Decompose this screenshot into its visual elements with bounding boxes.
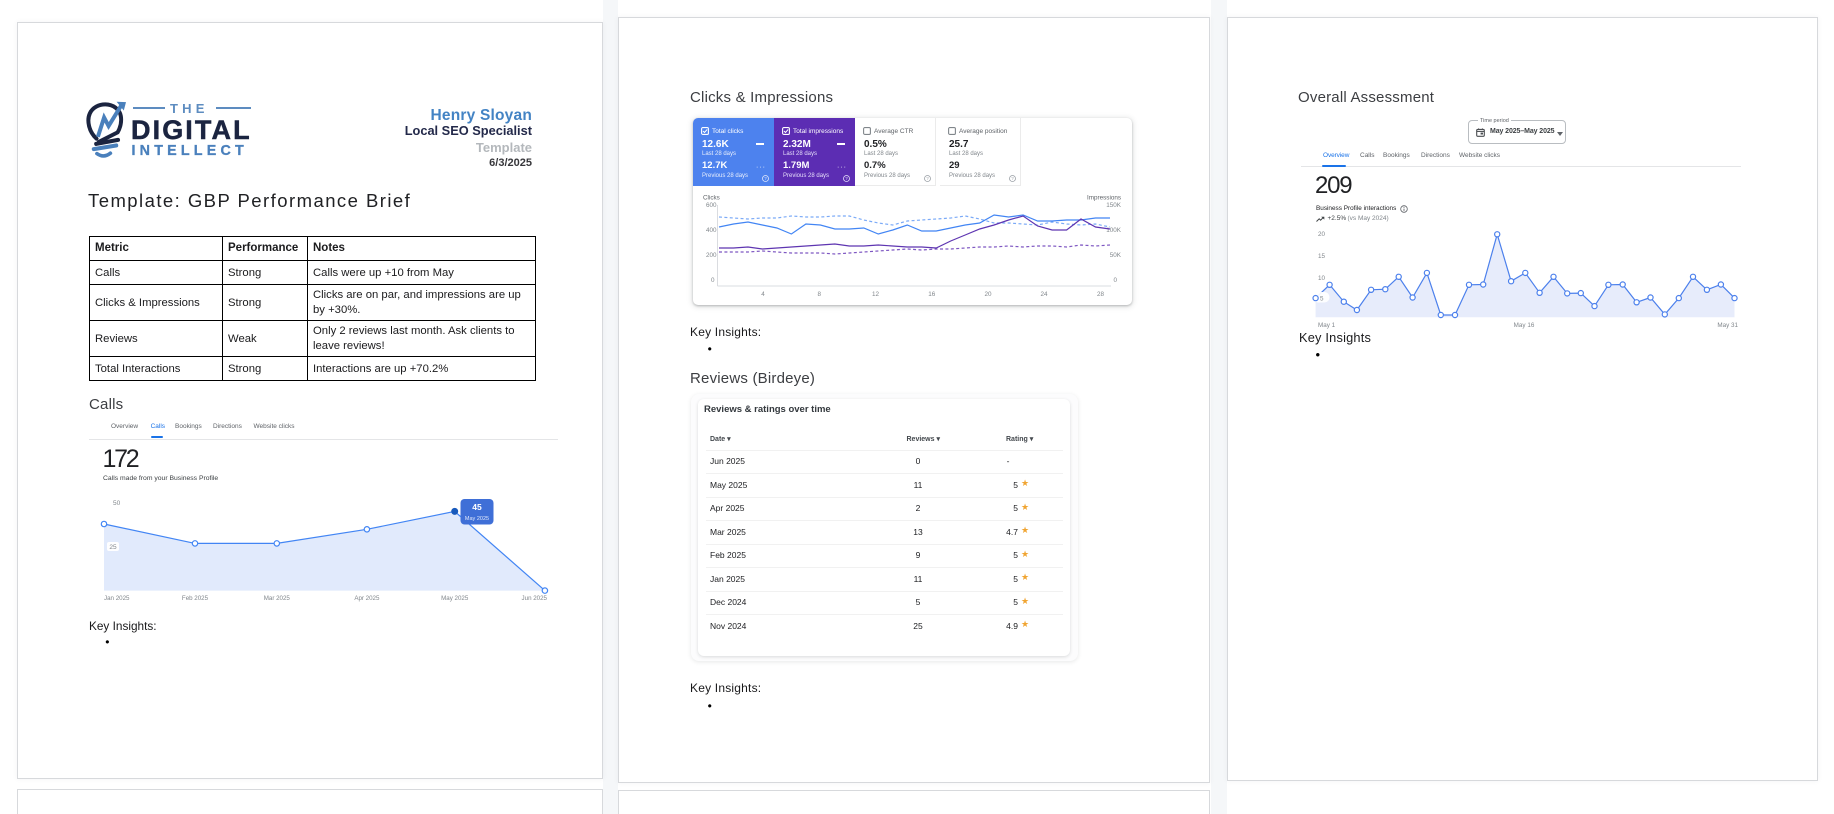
svg-text:Apr 2025: Apr 2025 xyxy=(354,595,380,602)
svg-text:400: 400 xyxy=(706,227,717,234)
svg-text:May 1: May 1 xyxy=(1318,322,1336,329)
svg-text:50K: 50K xyxy=(1110,252,1122,259)
svg-text:600: 600 xyxy=(706,202,717,209)
svg-text:Impressions: Impressions xyxy=(1087,195,1121,202)
svg-text:May 2025: May 2025 xyxy=(441,595,469,602)
svg-text:20: 20 xyxy=(984,291,992,298)
svg-text:10: 10 xyxy=(1318,275,1326,282)
svg-text:?: ? xyxy=(845,176,848,181)
svg-text:25: 25 xyxy=(109,544,117,551)
svg-text:?: ? xyxy=(926,176,929,181)
svg-text:150K: 150K xyxy=(1106,202,1122,209)
svg-text:Jun 2025: Jun 2025 xyxy=(522,595,548,602)
svg-text:20: 20 xyxy=(1318,231,1326,238)
svg-text:200: 200 xyxy=(706,252,717,259)
svg-text:May 16: May 16 xyxy=(1514,322,1535,329)
svg-text:?: ? xyxy=(1011,176,1014,181)
svg-text:28: 28 xyxy=(1097,291,1105,298)
svg-text:5: 5 xyxy=(1320,296,1324,303)
svg-text:12: 12 xyxy=(872,291,880,298)
svg-text:8: 8 xyxy=(818,291,822,298)
svg-text:16: 16 xyxy=(928,291,936,298)
svg-text:May 2025: May 2025 xyxy=(465,516,489,522)
svg-text:4: 4 xyxy=(761,291,765,298)
svg-text:?: ? xyxy=(764,176,767,181)
svg-text:Clicks: Clicks xyxy=(703,195,720,202)
svg-text:24: 24 xyxy=(1040,291,1048,298)
svg-text:50: 50 xyxy=(113,500,121,507)
svg-text:Feb 2025: Feb 2025 xyxy=(182,595,209,602)
svg-text:0: 0 xyxy=(711,277,715,284)
svg-text:Mar 2025: Mar 2025 xyxy=(264,595,291,602)
svg-text:15: 15 xyxy=(1318,253,1326,260)
svg-text:45: 45 xyxy=(472,502,482,512)
svg-text:100K: 100K xyxy=(1106,227,1122,234)
svg-text:Jan 2025: Jan 2025 xyxy=(104,595,130,602)
svg-text:0: 0 xyxy=(1113,277,1117,284)
svg-text:May 31: May 31 xyxy=(1717,322,1738,329)
